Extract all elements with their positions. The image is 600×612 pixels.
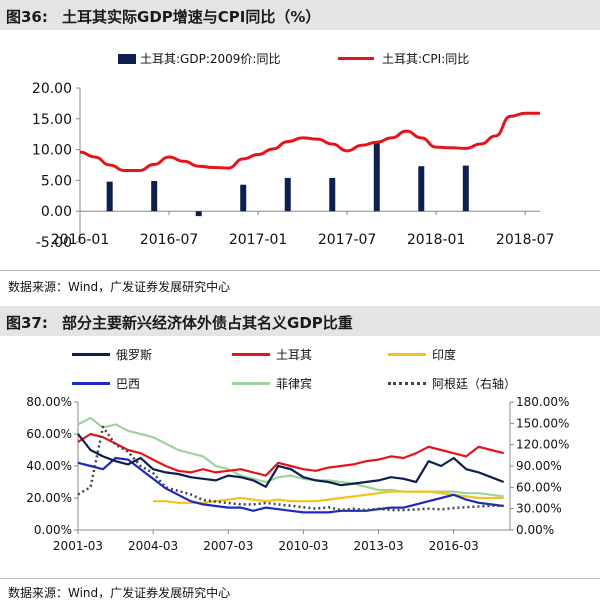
- chart1-area: -5.00 0.00 5.00 10.00 15.00 20.00 2016-01 2016-…: [32, 81, 555, 251]
- gdp-bar: [373, 142, 380, 212]
- x-tick-label: 2010-03: [278, 539, 328, 553]
- left-tick-label: 60.00%: [26, 427, 72, 441]
- legend-swatch-brazil: [72, 382, 110, 385]
- figure1-divider: [0, 270, 600, 271]
- gdp-bar: [462, 165, 469, 212]
- x-tick-label: 2007-03: [203, 539, 253, 553]
- cpi-line: [79, 111, 540, 173]
- legend-label-india: 印度: [432, 348, 457, 362]
- left-tick-label: 0.00%: [34, 523, 72, 537]
- series-line-3: [77, 456, 504, 514]
- legend-swatch-turkey: [232, 353, 270, 356]
- right-tick-label: 150.00%: [516, 416, 569, 430]
- figure1-source: 数据来源：Wind，广发证券发展研究中心: [8, 280, 231, 294]
- x-tick-label: 2018-07: [496, 232, 555, 248]
- x-tick-label: 2017-07: [318, 232, 377, 248]
- x-tick-label: 2001-03: [53, 539, 103, 553]
- figure2-source: 数据来源：Wind，广发证券发展研究中心: [8, 586, 231, 600]
- left-tick-label: 40.00%: [26, 459, 72, 473]
- figure1-title: 土耳其实际GDP增速与CPI同比（%）: [62, 8, 321, 26]
- x-tick-label: 2013-03: [353, 539, 403, 553]
- gdp-bar: [418, 166, 425, 212]
- legend-label-philippines: 菲律宾: [276, 377, 313, 391]
- series-line-2: [153, 490, 504, 504]
- x-tick-label: 2018-01: [407, 232, 466, 248]
- legend-swatch-russia: [72, 353, 110, 356]
- left-tick-label: 80.00%: [26, 395, 72, 409]
- y-tick-label: 15.00: [32, 112, 72, 128]
- right-tick-label: 0.00%: [516, 523, 554, 537]
- legend-swatch-gdp: [118, 54, 136, 64]
- legend-swatch-india: [388, 353, 426, 356]
- legend-swatch-cpi: [338, 57, 374, 60]
- y-tick-label: 5.00: [41, 173, 72, 189]
- gdp-bar: [240, 184, 247, 212]
- legend-label-cpi: 土耳其:CPI:同比: [382, 52, 470, 66]
- legend-label-russia: 俄罗斯: [116, 348, 153, 362]
- x-tick-label: 2016-01: [51, 232, 110, 248]
- y-tick-label: 20.00: [32, 81, 72, 97]
- series-line-5: [77, 425, 504, 512]
- series-line-0: [77, 433, 505, 488]
- figure2-number: 图37:: [6, 314, 48, 332]
- figure1-header: 图36: 土耳其实际GDP增速与CPI同比（%）: [0, 0, 600, 30]
- x-tick-label: 2017-01: [229, 232, 288, 248]
- x-tick-label: 2016-03: [429, 539, 479, 553]
- x-tick-label: 2004-03: [128, 539, 178, 553]
- right-tick-label: 90.00%: [516, 459, 562, 473]
- legend-swatch-philippines: [232, 382, 270, 385]
- right-tick-label: 60.00%: [516, 480, 562, 494]
- y-tick-label: -5.00: [36, 235, 72, 251]
- x-tick-label: 2016-07: [140, 232, 199, 248]
- gdp-bar: [329, 177, 336, 212]
- gdp-bar: [284, 177, 291, 212]
- figure1-number: 图36:: [6, 8, 48, 26]
- right-tick-label: 120.00%: [516, 438, 569, 452]
- y-tick-label: 0.00: [41, 204, 72, 220]
- left-tick-label: 20.00%: [26, 491, 72, 505]
- gdp-bar: [106, 181, 113, 212]
- series-line-4: [77, 416, 504, 498]
- y-tick-label: 10.00: [32, 143, 72, 159]
- right-tick-label: 30.00%: [516, 502, 562, 516]
- legend-label-gdp: 土耳其:GDP:2009价:同比: [140, 52, 281, 66]
- series-line-1: [77, 432, 504, 477]
- figure2-header: 图37: 部分主要新兴经济体外债占其名义GDP比重: [0, 306, 600, 336]
- gdp-bar: [195, 211, 202, 217]
- chart2-area: 0.00% 20.00% 40.00% 60.00% 80.00% 0.00% 30.00%…: [26, 395, 569, 553]
- legend-label-turkey: 土耳其: [276, 348, 313, 362]
- figure2-divider: [0, 578, 600, 579]
- figure2-title: 部分主要新兴经济体外债占其名义GDP比重: [62, 314, 353, 332]
- gdp-bar: [151, 181, 158, 212]
- right-tick-label: 180.00%: [516, 395, 569, 409]
- legend-label-brazil: 巴西: [116, 377, 141, 391]
- legend-label-argentina: 阿根廷（右轴）: [432, 377, 517, 391]
- legend-swatch-argentina: [388, 382, 426, 385]
